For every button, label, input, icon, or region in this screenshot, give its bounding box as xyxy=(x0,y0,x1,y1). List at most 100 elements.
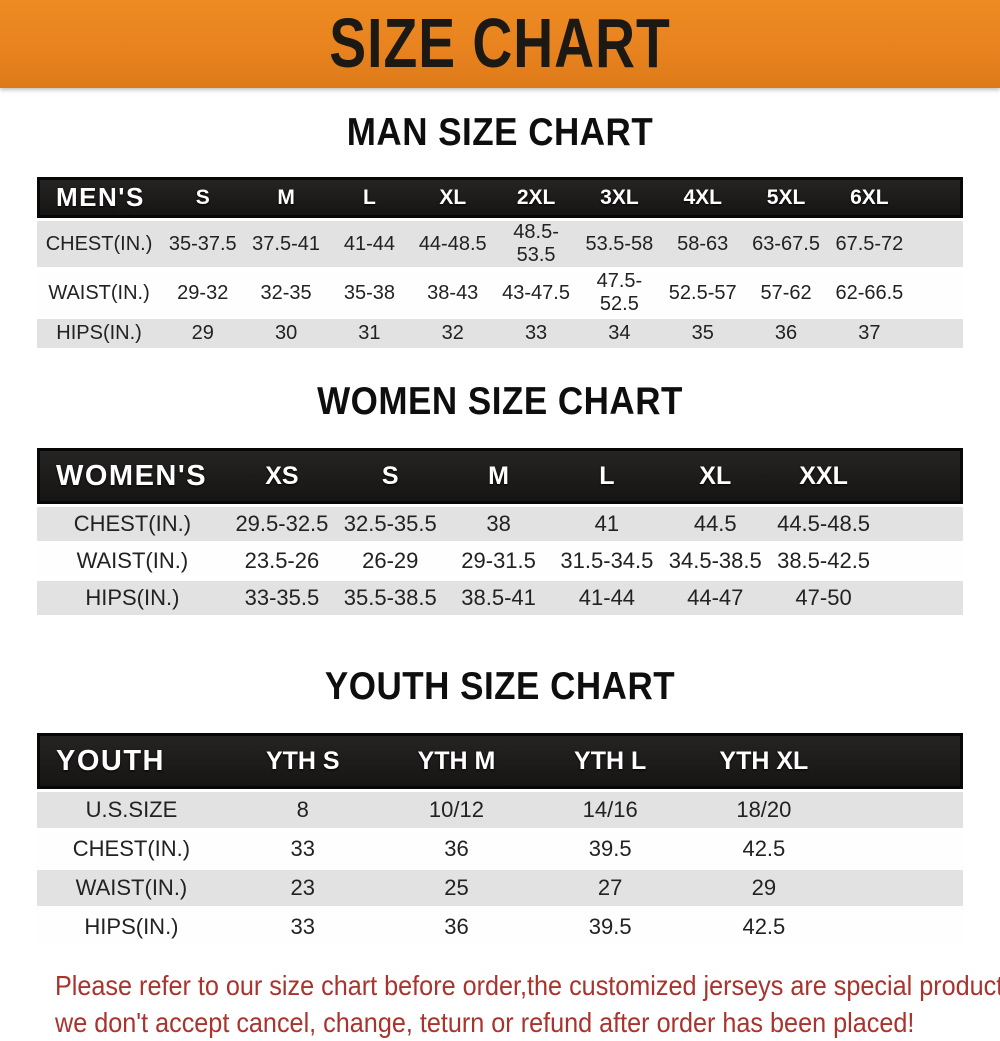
size-cell: 35.5-38.5 xyxy=(336,581,445,615)
size-cell: 47.5-52.5 xyxy=(577,270,662,316)
row-label: CHEST(IN.) xyxy=(37,507,228,541)
size-cell: 39.5 xyxy=(533,909,688,945)
size-cell: 38.5-42.5 xyxy=(769,544,878,578)
row-label: U.S.SIZE xyxy=(37,792,226,828)
size-section-men: MAN SIZE CHART MEN'S S M L XL 2XL 3XL 4XL 5XL 6XL C… xyxy=(0,111,1000,351)
size-cell: 31.5-34.5 xyxy=(552,544,662,578)
column-header: YTH S xyxy=(225,733,380,789)
size-cell: 34.5-38.5 xyxy=(661,544,770,578)
size-cell: 36 xyxy=(379,831,534,867)
column-header: 3XL xyxy=(577,177,662,218)
size-cell: 44-48.5 xyxy=(411,221,495,267)
size-cell: 33 xyxy=(225,909,380,945)
row-spacer xyxy=(840,831,963,867)
women-size-table: WOMEN'S XS S M L XL XXL CHEST(IN.) 29.5-32.5 32.5… xyxy=(37,445,963,618)
size-cell: 38 xyxy=(444,507,553,541)
row-label: WAIST(IN.) xyxy=(37,270,162,316)
size-cell: 47-50 xyxy=(769,581,878,615)
table-row: WAIST(IN.) 29-32 32-35 35-38 38-43 43-47.5 47.… xyxy=(37,270,963,316)
size-cell: 31 xyxy=(327,319,412,348)
size-cell: 27 xyxy=(533,870,688,906)
men-size-table: MEN'S S M L XL 2XL 3XL 4XL 5XL 6XL CHEST(IN.) 35-37… xyxy=(37,174,963,351)
section-title: MAN SIZE CHART xyxy=(346,111,654,154)
size-cell: 35 xyxy=(661,319,745,348)
size-cell: 35-38 xyxy=(327,270,412,316)
column-header: M xyxy=(244,177,328,218)
size-cell: 43-47.5 xyxy=(494,270,578,316)
row-spacer xyxy=(840,909,963,945)
column-header: XL xyxy=(411,177,495,218)
table-group-label: WOMEN'S xyxy=(37,448,228,504)
youth-size-table: YOUTH YTH S YTH M YTH L YTH XL U.S.SIZE 8 10/12… xyxy=(37,730,963,948)
size-cell: 18/20 xyxy=(687,792,841,828)
table-row: CHEST(IN.) 29.5-32.5 32.5-35.5 38 41 44.5 44.5… xyxy=(37,507,963,541)
section-title: WOMEN SIZE CHART xyxy=(317,380,683,423)
column-header: XXL xyxy=(769,448,878,504)
row-spacer xyxy=(911,319,963,348)
row-label: WAIST(IN.) xyxy=(37,870,226,906)
row-label: CHEST(IN.) xyxy=(37,221,162,267)
size-cell: 25 xyxy=(379,870,534,906)
row-spacer xyxy=(840,870,963,906)
column-header: YTH L xyxy=(533,733,688,789)
table-group-label: MEN'S xyxy=(37,177,162,218)
column-header: L xyxy=(327,177,412,218)
row-label: HIPS(IN.) xyxy=(37,909,226,945)
disclaimer-line-1: Please refer to our size chart before or… xyxy=(55,970,1000,1001)
table-row: CHEST(IN.) 33 36 39.5 42.5 xyxy=(37,831,963,867)
size-cell: 48.5-53.5 xyxy=(494,221,578,267)
size-cell: 41-44 xyxy=(552,581,662,615)
row-spacer xyxy=(877,544,963,578)
size-cell: 44-47 xyxy=(661,581,770,615)
page-title: SIZE CHART xyxy=(329,4,671,84)
row-spacer xyxy=(840,792,963,828)
row-spacer xyxy=(877,507,963,541)
size-cell: 42.5 xyxy=(687,831,841,867)
row-spacer xyxy=(911,221,963,267)
table-header-row: YOUTH YTH S YTH M YTH L YTH XL xyxy=(37,733,963,789)
size-cell: 67.5-72 xyxy=(827,221,912,267)
size-cell: 33 xyxy=(494,319,578,348)
row-label: HIPS(IN.) xyxy=(37,581,228,615)
table-row: HIPS(IN.) 33 36 39.5 42.5 xyxy=(37,909,963,945)
table-header-row: WOMEN'S XS S M L XL XXL xyxy=(37,448,963,504)
size-cell: 29-32 xyxy=(161,270,245,316)
size-cell: 63-67.5 xyxy=(744,221,828,267)
size-section-youth: YOUTH SIZE CHART YOUTH YTH S YTH M YTH L YTH … xyxy=(0,665,1000,948)
column-header: S xyxy=(336,448,445,504)
size-cell: 58-63 xyxy=(661,221,745,267)
header-spacer xyxy=(911,177,963,218)
table-row: WAIST(IN.) 23 25 27 29 xyxy=(37,870,963,906)
sections: MAN SIZE CHART MEN'S S M L XL 2XL 3XL 4XL 5XL 6XL C… xyxy=(0,111,1000,948)
disclaimer-line-2: we don't accept cancel, change, teturn o… xyxy=(55,1007,915,1038)
column-header: 6XL xyxy=(827,177,912,218)
row-spacer xyxy=(877,581,963,615)
size-cell: 32 xyxy=(411,319,495,348)
header-spacer xyxy=(877,448,963,504)
size-cell: 35-37.5 xyxy=(161,221,245,267)
size-cell: 36 xyxy=(379,909,534,945)
size-cell: 33 xyxy=(225,831,380,867)
section-title: YOUTH SIZE CHART xyxy=(324,665,676,708)
size-cell: 37.5-41 xyxy=(244,221,328,267)
size-cell: 32-35 xyxy=(244,270,328,316)
size-cell: 52.5-57 xyxy=(661,270,745,316)
table-row: HIPS(IN.) 29 30 31 32 33 34 35 36 37 xyxy=(37,319,963,348)
size-cell: 29-31.5 xyxy=(444,544,553,578)
order-disclaimer: Please refer to our size chart before or… xyxy=(55,967,1000,1041)
size-cell: 53.5-58 xyxy=(577,221,662,267)
header-spacer xyxy=(840,733,963,789)
table-row: U.S.SIZE 8 10/12 14/16 18/20 xyxy=(37,792,963,828)
size-cell: 29 xyxy=(161,319,245,348)
size-cell: 41 xyxy=(552,507,662,541)
row-label: WAIST(IN.) xyxy=(37,544,228,578)
size-cell: 26-29 xyxy=(336,544,445,578)
column-header: YTH M xyxy=(379,733,534,789)
table-row: WAIST(IN.) 23.5-26 26-29 29-31.5 31.5-34.5 34… xyxy=(37,544,963,578)
column-header: M xyxy=(444,448,553,504)
size-cell: 62-66.5 xyxy=(827,270,912,316)
column-header: 2XL xyxy=(494,177,578,218)
size-cell: 29 xyxy=(687,870,841,906)
column-header: 4XL xyxy=(661,177,745,218)
table-group-label: YOUTH xyxy=(37,733,226,789)
